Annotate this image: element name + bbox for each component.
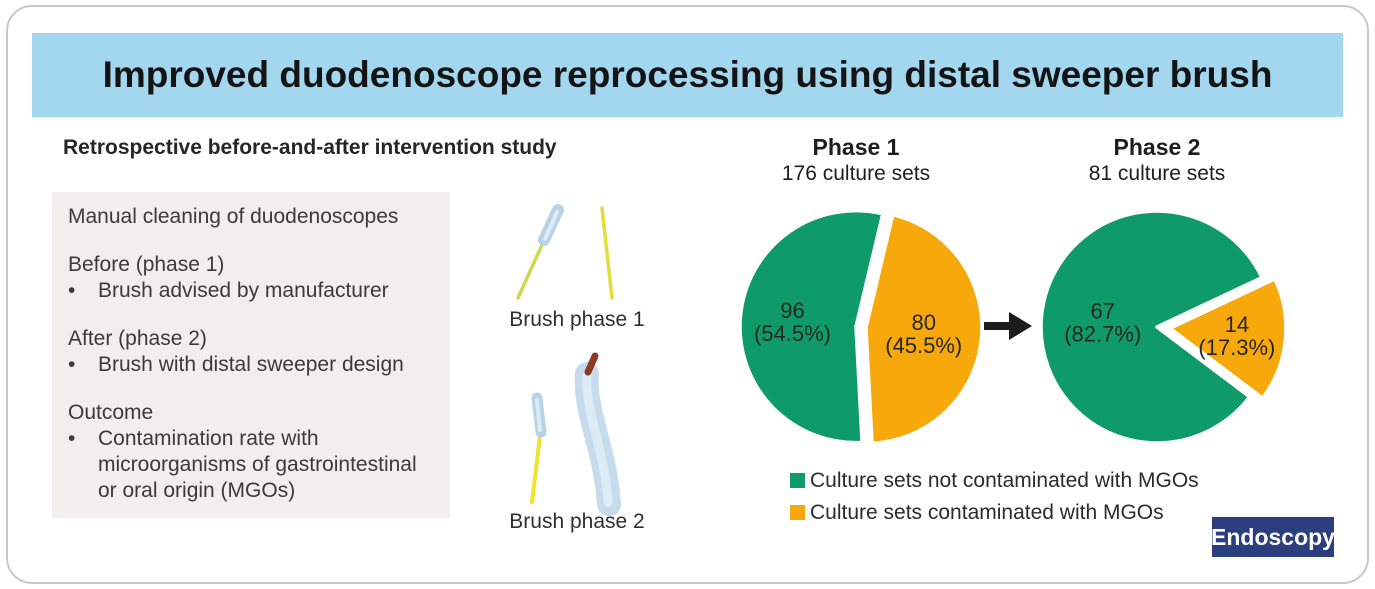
phase-2-title: Phase 2 <box>1113 134 1201 160</box>
legend-label: Culture sets not contaminated with MGOs <box>810 469 1199 492</box>
pie-slice-label: (17.3%) <box>1198 335 1275 360</box>
info-section-outcome: Outcome • Contamination rate with microo… <box>68 400 434 504</box>
brush-2-handle-icon <box>530 434 542 504</box>
title-banner: Improved duodenoscope reprocessing using… <box>32 33 1343 117</box>
section-title: After (phase 2) <box>68 327 207 350</box>
info-section-before: Before (phase 1) • Brush advised by manu… <box>68 252 434 304</box>
phase-2-pie-chart: 67(82.7%) 14(17.3%) <box>1039 209 1288 445</box>
legend-item-contaminated: Culture sets contaminated with MGOs <box>790 500 1199 526</box>
pie-slice-not-contaminated <box>1039 209 1264 445</box>
phase-1-subtitle: 176 culture sets <box>781 162 931 185</box>
journal-badge: Endoscopy <box>1211 517 1335 557</box>
sweeper-tip-icon <box>584 352 599 376</box>
phase-1-title: Phase 1 <box>812 134 900 160</box>
bullet-icon: • <box>68 279 76 302</box>
section-title: Outcome <box>68 401 154 424</box>
pie-slice-contaminated <box>864 212 984 446</box>
brush-1-bristle-core-icon <box>543 210 559 241</box>
sweeper-brush-core-icon <box>582 371 613 507</box>
info-box: Manual cleaning of duodenoscopes Before … <box>52 192 450 518</box>
study-heading: Retrospective before-and-after intervent… <box>63 136 557 159</box>
info-intro: Manual cleaning of duodenoscopes <box>68 205 399 228</box>
chart-legend: Culture sets not contaminated with MGOs … <box>790 468 1199 532</box>
brush-phase-1-label: Brush phase 1 <box>509 308 645 331</box>
legend-swatch-green <box>790 473 805 488</box>
legend-label: Culture sets contaminated with MGOs <box>810 501 1164 524</box>
bullet-icon: • <box>68 353 76 376</box>
bullet-text: Brush with distal sweeper design <box>98 353 404 376</box>
brush-phase-2-label: Brush phase 2 <box>509 510 645 533</box>
phase-1-header: Phase 1 176 culture sets <box>751 134 961 187</box>
info-section-after: After (phase 2) • Brush with distal swee… <box>68 326 434 378</box>
brush-phase-2-image <box>530 352 621 516</box>
pie-slice-label: (45.5%) <box>885 333 962 358</box>
transition-arrow-icon <box>984 312 1032 340</box>
brush-2-bristle-core-icon <box>535 398 542 432</box>
pie-slice-label: 14 <box>1225 312 1249 337</box>
pie-slice-label: 67 <box>1091 298 1115 323</box>
bullet-text: Contamination rate with microorganisms o… <box>98 427 417 502</box>
pie-slice-contaminated <box>1168 277 1288 400</box>
pie-slice-not-contaminated <box>738 208 885 445</box>
phase-2-subtitle: 81 culture sets <box>1088 162 1226 185</box>
bullet-icon: • <box>68 427 76 450</box>
phase-1-pie-chart: 96(54.5%) 80(45.5%) <box>738 208 984 446</box>
pie-slice-label: 96 <box>780 298 804 323</box>
pie-slice-label: (54.5%) <box>754 321 831 346</box>
brush-phase-1-image <box>516 204 614 300</box>
brush-1-wire-icon <box>600 206 614 300</box>
page-title: Improved duodenoscope reprocessing using… <box>102 54 1273 95</box>
journal-badge-label: Endoscopy <box>1211 523 1335 550</box>
pie-slice-label: (82.7%) <box>1064 321 1141 346</box>
legend-swatch-orange <box>790 505 805 520</box>
bullet-text: Brush advised by manufacturer <box>98 279 389 302</box>
section-title: Before (phase 1) <box>68 253 225 276</box>
pie-slice-label: 80 <box>911 310 935 335</box>
brush-1-handle-icon <box>516 234 548 300</box>
phase-2-header: Phase 2 81 culture sets <box>1052 134 1262 187</box>
legend-item-not-contaminated: Culture sets not contaminated with MGOs <box>790 468 1199 494</box>
